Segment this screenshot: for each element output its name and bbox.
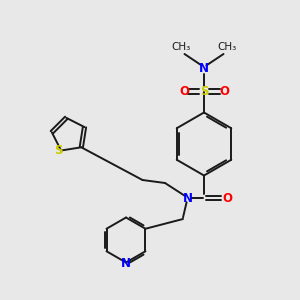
Text: S: S	[200, 85, 208, 98]
Text: O: O	[222, 191, 233, 205]
Text: O: O	[179, 85, 189, 98]
Text: N: N	[182, 191, 193, 205]
Text: N: N	[199, 62, 209, 76]
Text: CH₃: CH₃	[217, 42, 236, 52]
Text: O: O	[219, 85, 229, 98]
Text: N: N	[121, 257, 131, 270]
Text: S: S	[55, 144, 63, 157]
Text: CH₃: CH₃	[172, 42, 191, 52]
